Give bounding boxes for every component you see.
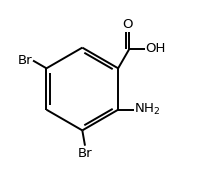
Text: O: O: [123, 18, 133, 31]
Text: NH$_2$: NH$_2$: [134, 102, 161, 117]
Text: Br: Br: [18, 54, 32, 67]
Text: OH: OH: [146, 42, 166, 55]
Text: Br: Br: [78, 146, 92, 159]
